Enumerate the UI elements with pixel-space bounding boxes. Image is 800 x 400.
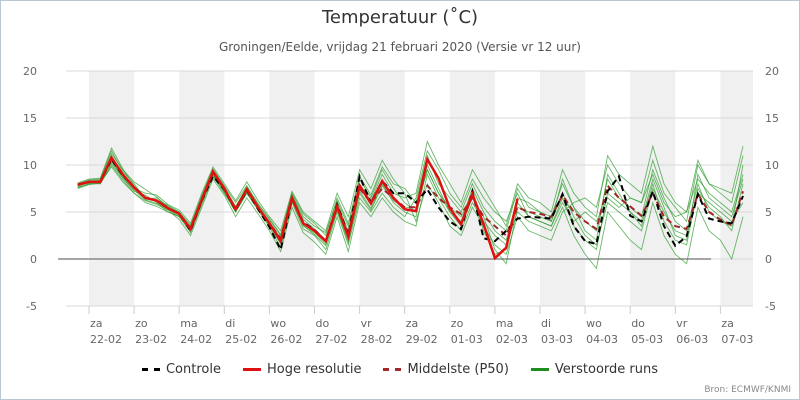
x-tick-day: za xyxy=(721,317,734,330)
x-tick-day: di xyxy=(225,317,235,330)
x-tick-date: 04-03 xyxy=(586,333,618,346)
hires-line xyxy=(77,154,519,261)
legend-label: Middelste (P50) xyxy=(407,362,509,377)
y-tick-label-right: 5 xyxy=(765,206,772,219)
x-tick-date: 02-03 xyxy=(496,333,528,346)
day-band xyxy=(720,71,753,306)
member-line xyxy=(77,164,744,270)
x-tick-day: do xyxy=(631,317,645,330)
x-tick-date: 22-02 xyxy=(90,333,122,346)
legend-label: Controle xyxy=(165,362,221,377)
x-tick-date: 25-02 xyxy=(225,333,257,346)
legend-item-median[interactable]: Middelste (P50) xyxy=(383,362,509,377)
x-tick-day: za xyxy=(406,317,419,330)
x-tick-date: 01-03 xyxy=(451,333,483,346)
legend-swatch-hires xyxy=(242,368,261,371)
y-tick-label-left: 15 xyxy=(23,112,37,125)
x-tick-date: 24-02 xyxy=(180,333,212,346)
day-band xyxy=(269,71,315,306)
x-tick-day: za xyxy=(90,317,103,330)
x-tick-date: 26-02 xyxy=(270,333,302,346)
x-tick-date: 23-02 xyxy=(135,333,167,346)
x-tick-day: vr xyxy=(676,317,688,330)
x-tick-day: ma xyxy=(496,317,513,330)
y-tick-label-right: 15 xyxy=(765,112,779,125)
day-band xyxy=(89,71,135,306)
x-tick-day: di xyxy=(541,317,551,330)
x-tick-date: 27-02 xyxy=(316,333,348,346)
day-band xyxy=(540,71,586,306)
day-band xyxy=(179,71,225,306)
chart-subtitle: Groningen/Eelde, vrijdag 21 februari 202… xyxy=(219,40,581,54)
x-tick-date: 07-03 xyxy=(721,333,753,346)
legend-item-members[interactable]: Verstoorde runs xyxy=(530,362,659,377)
legend-swatch-median xyxy=(383,368,402,371)
x-tick-day: ma xyxy=(180,317,197,330)
legend-label: Verstoorde runs xyxy=(554,362,659,377)
y-tick-label-right: 10 xyxy=(765,159,779,172)
y-tick-label-left: -5 xyxy=(26,300,37,313)
x-tick-date: 28-02 xyxy=(361,333,393,346)
legend-label: Hoge resolutie xyxy=(266,362,362,377)
x-tick-date: 03-03 xyxy=(541,333,573,346)
x-tick-day: do xyxy=(316,317,330,330)
source-credit: Bron: ECMWF/KNMI xyxy=(704,385,791,395)
chart-title: Temperatuur (˚C) xyxy=(321,7,479,28)
x-tick-day: vr xyxy=(361,317,373,330)
legend-item-hires[interactable]: Hoge resolutie xyxy=(242,362,362,377)
y-tick-label-left: 5 xyxy=(30,206,37,219)
legend: Controle Hoge resolutie Middelste (P50) … xyxy=(1,362,799,377)
x-tick-day: zo xyxy=(135,317,148,330)
y-tick-label-right: 0 xyxy=(765,253,772,266)
x-tick-date: 29-02 xyxy=(406,333,438,346)
y-tick-label-left: 10 xyxy=(23,159,37,172)
y-tick-label-left: 0 xyxy=(30,253,37,266)
legend-swatch-members xyxy=(530,368,549,371)
x-tick-day: wo xyxy=(586,317,602,330)
legend-swatch-control xyxy=(141,368,160,371)
legend-item-control[interactable]: Controle xyxy=(141,362,221,377)
x-tick-day: wo xyxy=(270,317,286,330)
x-tick-date: 06-03 xyxy=(676,333,708,346)
y-tick-label-right: -5 xyxy=(765,300,776,313)
x-tick-date: 05-03 xyxy=(631,333,663,346)
y-tick-label-left: 20 xyxy=(23,65,37,78)
y-tick-label-right: 20 xyxy=(765,65,779,78)
x-tick-day: zo xyxy=(451,317,464,330)
day-band xyxy=(359,71,405,306)
